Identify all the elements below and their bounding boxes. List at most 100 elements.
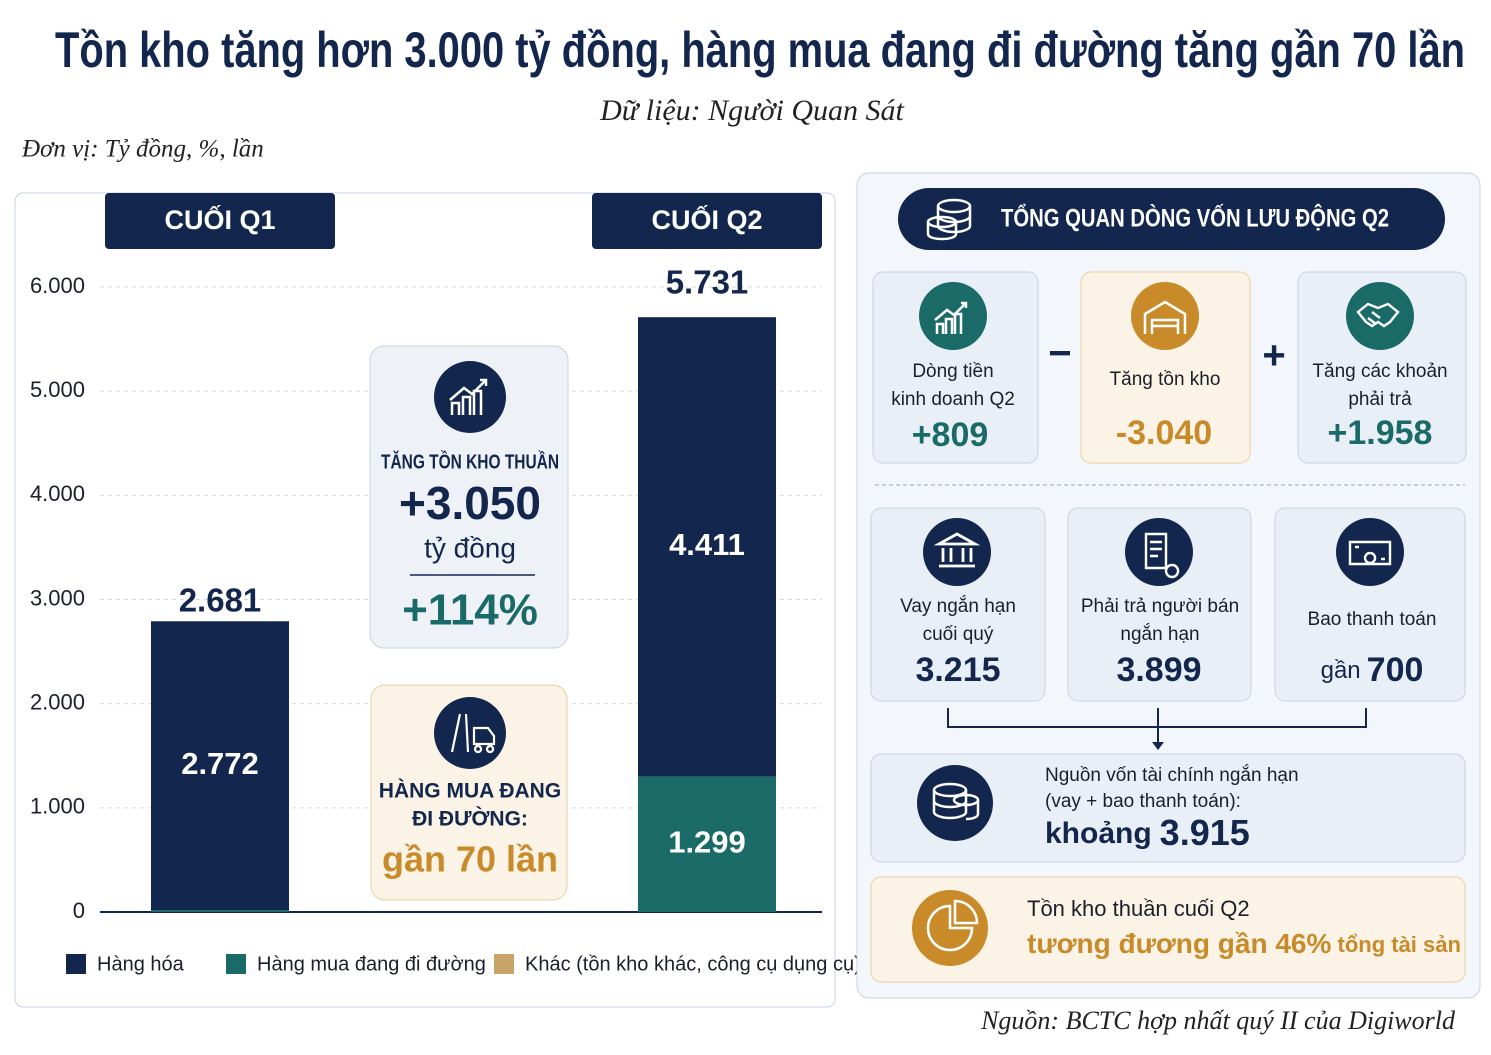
y-tick-label: 1.000 — [30, 794, 85, 819]
legend-swatch — [226, 954, 246, 974]
x-category-label: CUỐI Q2 — [651, 203, 762, 235]
callout-value: gần 70 lần — [382, 839, 558, 880]
legend-swatch — [494, 954, 514, 974]
y-tick-label: 0 — [73, 898, 85, 923]
arrow-head — [1152, 742, 1164, 750]
icon — [1131, 282, 1199, 350]
y-tick-label: 5.000 — [30, 377, 85, 402]
legend-label: Hàng hóa — [97, 953, 185, 975]
card-value: 3.899 — [1116, 651, 1201, 689]
icon-shape — [1144, 532, 1180, 579]
overview-title: TỔNG QUAN DÒNG VỐN LƯU ĐỘNG Q2 — [1001, 203, 1389, 233]
category-header — [592, 193, 822, 249]
card-label: Phải trả người bán — [1081, 596, 1239, 617]
bar-segment — [151, 910, 289, 912]
icon — [434, 697, 506, 769]
source: Nguồn: BCTC hợp nhất quý II của Digiworl… — [980, 1006, 1456, 1035]
card-label: kinh doanh Q2 — [891, 389, 1015, 410]
icon-shape — [449, 378, 488, 415]
callout-percent: +114% — [402, 586, 538, 635]
icon-shape — [932, 782, 980, 821]
value-label: 2.772 — [181, 746, 259, 781]
summary-value-line: khoảng 3.915 — [1045, 812, 1250, 853]
summary-prefix: khoảng — [1045, 817, 1152, 850]
summary-suffix: tổng tài sản — [1331, 932, 1461, 957]
summary-label: Tồn kho thuần cuối Q2 — [1027, 896, 1250, 921]
callout-unit: tỷ đồng — [424, 532, 516, 563]
callout-label: HÀNG MUA ĐANG — [379, 780, 561, 803]
icon — [1125, 518, 1193, 586]
overview-header — [898, 188, 1445, 250]
callout-value: +3.050 — [399, 477, 541, 529]
y-tick-label: 6.000 — [30, 273, 85, 298]
icon-shape — [1143, 300, 1187, 334]
category-header — [105, 193, 335, 249]
y-tick-label: 3.000 — [30, 585, 85, 610]
value-label: 1.299 — [668, 825, 746, 860]
total-label: 5.731 — [666, 264, 749, 301]
summary-value-line: tương đương gần 46% tổng tài sản — [1027, 928, 1461, 959]
summary-box — [870, 753, 1466, 863]
summary-label: Nguồn vốn tài chính ngắn hạn — [1045, 764, 1299, 786]
card-value: -3.040 — [1116, 414, 1212, 452]
card-value: +1.958 — [1328, 414, 1433, 452]
card-value: +809 — [912, 416, 989, 454]
card-value-line: gần 700 — [1321, 651, 1424, 689]
summary-box — [870, 876, 1466, 983]
callout-label: ĐI ĐƯỜNG: — [412, 807, 528, 831]
card-label: Bao thanh toán — [1308, 609, 1437, 630]
icon-shape — [926, 899, 979, 952]
card-label: Vay ngắn hạn — [900, 595, 1016, 617]
value-label: 4.411 — [669, 527, 745, 562]
icon-shape — [450, 713, 496, 754]
summary-value: 3.915 — [1160, 812, 1250, 853]
legend-label: Hàng mua đang đi đường — [257, 953, 486, 975]
icon-shape — [933, 532, 981, 568]
card-value: 700 — [1367, 651, 1424, 689]
legend-swatch — [66, 954, 86, 974]
card — [870, 507, 1046, 702]
summary-label: (vay + bao thanh toán): — [1045, 791, 1241, 812]
card-label: Tăng các khoản — [1312, 361, 1447, 382]
card-label: cuối quý — [923, 624, 994, 645]
unit: Đơn vị: Tỷ đồng, %, lần — [21, 136, 264, 163]
operator: − — [1048, 332, 1071, 376]
bar-segment — [151, 621, 289, 911]
callout-box — [369, 345, 569, 649]
card-label: ngắn hạn — [1120, 623, 1199, 645]
card-label: phải trả — [1348, 389, 1412, 410]
card-label: Tăng tồn kho — [1110, 369, 1221, 390]
icon — [923, 518, 991, 586]
icon-shape — [1348, 540, 1392, 566]
y-tick-label: 2.000 — [30, 689, 85, 714]
operator: + — [1262, 334, 1285, 378]
icon — [919, 282, 987, 350]
legend-label: Khác (tồn kho khác, công cụ dụng cụ) — [525, 953, 861, 975]
subtitle: Dữ liệu: Người Quan Sát — [599, 94, 904, 127]
card — [1080, 271, 1251, 464]
card-prefix: gần — [1321, 657, 1361, 684]
card — [1274, 507, 1466, 702]
icon-shape — [934, 301, 968, 334]
icon-shape — [1356, 302, 1400, 328]
title: Tồn kho tăng hơn 3.000 tỷ đồng, hàng mua… — [55, 22, 1465, 78]
callout-box — [370, 684, 568, 901]
x-category-label: CUỐI Q1 — [164, 203, 275, 235]
bar-segment — [638, 317, 776, 777]
icon-shape — [926, 198, 972, 241]
icon — [1346, 282, 1414, 350]
icon — [1336, 518, 1404, 586]
card-value: 3.215 — [915, 651, 1000, 689]
summary-value: tương đương gần 46% — [1027, 928, 1331, 959]
card — [1297, 271, 1467, 464]
connector — [947, 708, 1367, 744]
card-label: Dòng tiền — [912, 361, 993, 382]
card — [1067, 507, 1252, 702]
callout-label: TĂNG TỒN KHO THUẦN — [381, 449, 559, 473]
y-tick-label: 4.000 — [30, 481, 85, 506]
total-label: 2.681 — [179, 581, 262, 618]
card — [872, 271, 1039, 464]
bar-segment — [638, 776, 776, 912]
